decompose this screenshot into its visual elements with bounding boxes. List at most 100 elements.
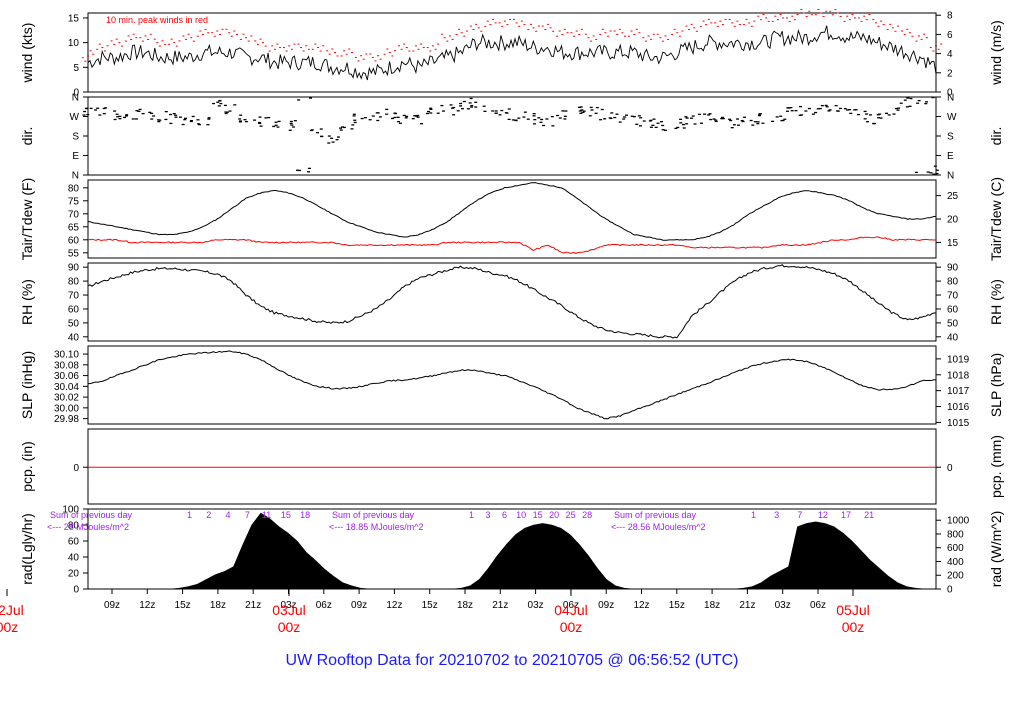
time-tick-label: 09z	[104, 600, 120, 611]
wind-ytick-label: 10	[68, 38, 80, 49]
slp-ytick-label-right: 1015	[947, 418, 970, 429]
rh-ytick-label: 70	[68, 291, 80, 302]
dir-ytick-label: N	[72, 93, 79, 104]
rh-ytick-label-right: 90	[947, 263, 959, 274]
rh-ytick-label-right: 80	[947, 277, 959, 288]
day-date-label: 03Jul	[272, 602, 305, 618]
rad-hour-label: 28	[582, 510, 592, 520]
page-title: UW Rooftop Data for 20210702 to 20210705…	[286, 652, 739, 669]
rad-hour-label: 15	[533, 510, 543, 520]
slp-ytick-label: 30.08	[54, 360, 79, 371]
rh-ytick-label-right: 60	[947, 304, 959, 315]
dir-ytick-label-right: N	[947, 93, 954, 104]
slp-ytick-label: 30.10	[54, 350, 79, 361]
rad-daily-sum: <--- 18.85 MJoules/m^2	[329, 522, 424, 532]
rh-ytick-label: 80	[68, 277, 80, 288]
rad-ytick-label: 0	[73, 585, 79, 596]
wind-panel: wind (kts) wind (m/s) 0 5 10 15 0 2 4 6 8 10 min. p…	[19, 9, 1004, 99]
wind-ylabel-right: wind (m/s)	[988, 20, 1004, 86]
rad-day-area	[88, 512, 371, 590]
temp-ytick-label: 80	[68, 183, 80, 194]
day-hour-label: 00z	[0, 619, 18, 635]
day-hour-label: 00z	[278, 619, 301, 635]
wind-ytick-label: 5	[73, 63, 79, 74]
rad-ytick-label: 100	[62, 505, 79, 516]
rad-hour-label: 7	[797, 510, 802, 520]
rad-hour-label: 1	[469, 510, 474, 520]
time-tick-label: 06z	[563, 600, 579, 611]
rad-hour-label: 3	[486, 510, 491, 520]
dir-ytick-label-right: W	[947, 112, 957, 123]
dir-ytick-label: W	[70, 112, 80, 123]
time-tick-label: 06z	[810, 600, 826, 611]
temp-ylabel: Tair/Tdew (F)	[19, 178, 35, 260]
rh-plot-frame	[87, 262, 937, 342]
slp-ytick-label: 30.06	[54, 371, 79, 382]
rad-hour-label: 1	[187, 510, 192, 520]
time-tick-label: 15z	[422, 600, 438, 611]
pcp-ylabel: pcp. (in)	[19, 441, 35, 492]
time-tick-label: 21z	[492, 600, 508, 611]
wind-ytick-label-right: 4	[947, 49, 953, 60]
rad-ytick-label-right: 1000	[947, 516, 970, 527]
rad-ytick-label-right: 200	[947, 571, 964, 582]
rad-hour-label: 15	[281, 510, 291, 520]
wind-ytick-label-right: 6	[947, 30, 953, 41]
wind-series-line	[87, 25, 937, 81]
time-tick-label: 12z	[139, 600, 155, 611]
pcp-ytick-label: 0	[73, 463, 79, 474]
pcp-plot-frame	[87, 428, 937, 505]
dir-ytick-label-right: N	[947, 171, 954, 182]
rad-ytick-label-right: 800	[947, 529, 964, 540]
temp-ytick-label: 65	[68, 222, 80, 233]
time-tick-label: 18z	[704, 600, 720, 611]
rad-day-area	[370, 523, 652, 590]
dir-ylabel-right: dir.	[988, 127, 1004, 146]
wind-annotation: 10 min. peak winds in red	[106, 15, 208, 25]
rh-panel: RH (%) RH (%) 40 50 60 70 80 90 40 50 60 70 80 90	[19, 262, 1004, 343]
dir-ylabel: dir.	[19, 127, 35, 146]
time-tick-label: 03z	[528, 600, 544, 611]
tdew-series-line	[87, 236, 937, 254]
rh-ylabel: RH (%)	[19, 279, 35, 325]
rad-prev-day-label: Sum of previous day	[50, 510, 133, 520]
rad-daily-sum: <--- 28.56 MJoules/m^2	[611, 522, 706, 532]
wind-plot-frame	[87, 12, 937, 93]
pcp-panel: pcp. (in) pcp. (mm) 0 0	[19, 428, 1004, 505]
rh-ytick-label: 50	[68, 318, 80, 329]
rad-hour-label: 18	[300, 510, 310, 520]
rad-hour-label: 25	[566, 510, 576, 520]
slp-ylabel-right: SLP (hPa)	[988, 353, 1004, 417]
wind-ylabel: wind (kts)	[19, 23, 35, 84]
rad-hour-label: 20	[549, 510, 559, 520]
time-axis: 09z 12z 15z 18z 21z 03z 06z 09z 12z 15z 18z 21z 03z 0…	[0, 589, 870, 635]
wind-ytick-label-right: 2	[947, 68, 953, 79]
dir-panel: dir. dir.N NE ES SW WN N	[19, 93, 1004, 182]
day-date-label: 02Jul	[0, 602, 24, 618]
rh-ytick-label-right: 50	[947, 318, 959, 329]
slp-panel: SLP (inHg) SLP (hPa)29.9830.0030.0230.043…	[19, 345, 1004, 429]
rad-hour-label: 11	[262, 510, 271, 520]
time-tick-label: 21z	[739, 600, 755, 611]
day-date-label: 05Jul	[836, 602, 869, 618]
time-tick-label: 18z	[457, 600, 473, 611]
rad-panel: rad(Lgly/hr) rad (W/m^2)02040608010002004…	[19, 505, 1004, 596]
dir-ytick-label-right: S	[947, 132, 954, 143]
time-tick-label: 06z	[316, 600, 332, 611]
wind-ytick-label: 0	[73, 88, 79, 99]
rad-hour-label: 7	[245, 510, 250, 520]
rad-hour-label: 6	[502, 510, 507, 520]
rh-ytick-label: 60	[68, 304, 80, 315]
temp-panel: Tair/Tdew (F) Tair/Tdew (C) 55 60 65 70 75 80 15…	[19, 177, 1004, 261]
time-tick-label: 03z	[775, 600, 791, 611]
rad-daily-sum: <--- 28 MJoules/m^2	[47, 522, 129, 532]
slp-ytick-label-right: 1019	[947, 354, 970, 365]
slp-series-line	[88, 350, 937, 420]
tair-series-line	[87, 182, 937, 241]
day-hour-label: 00z	[842, 619, 865, 635]
temp-ytick-label: 55	[68, 248, 80, 259]
rad-hour-label: 3	[774, 510, 779, 520]
day-date-label: 04Jul	[554, 602, 587, 618]
slp-ytick-label: 29.98	[54, 414, 79, 425]
